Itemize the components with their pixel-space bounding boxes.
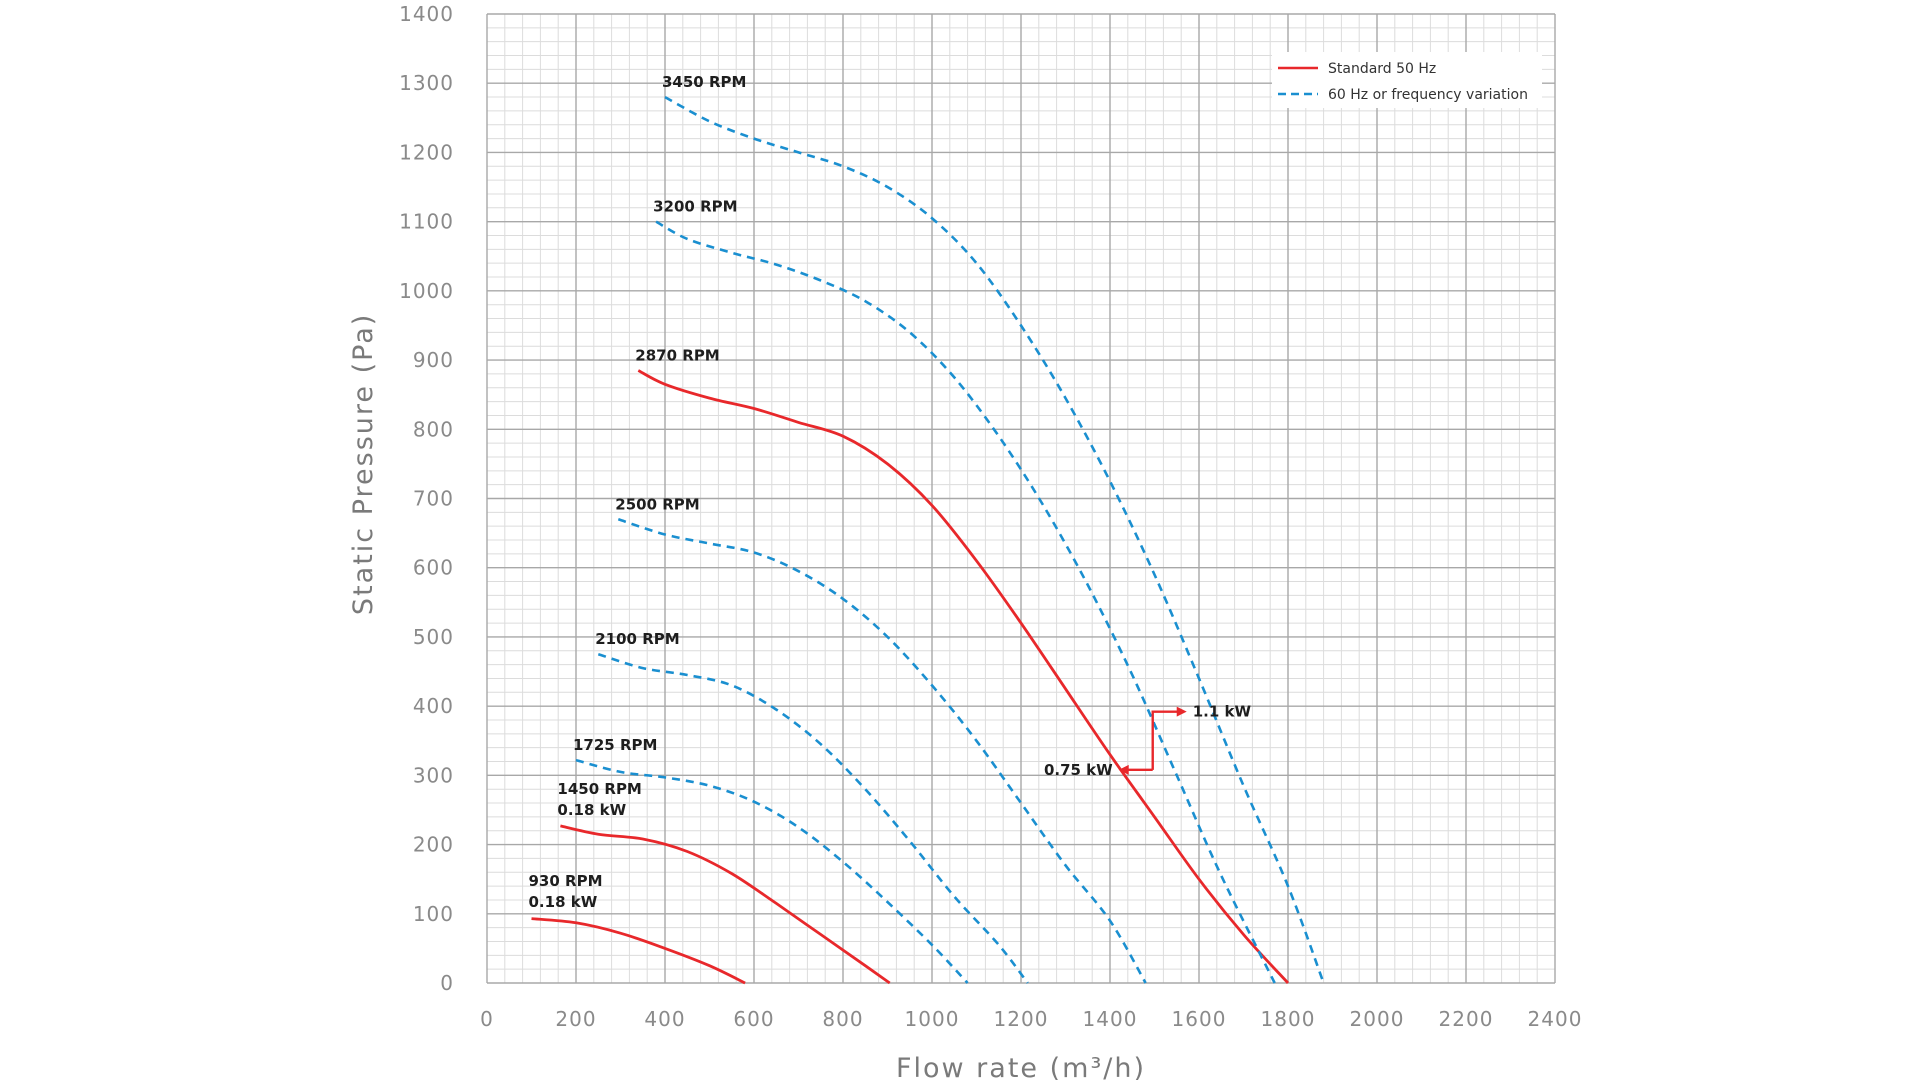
series-line-3200-rpm: [655, 220, 1276, 984]
x-axis-ticks: 0 200 400 600 800 1000 1200 1400 1600 1800 2000 220…: [480, 1007, 1583, 1031]
curve-label-0-18-kw: 0.18 kW: [557, 801, 626, 819]
series-lines: [531, 95, 1325, 985]
x-tick-label: 1000: [905, 1007, 960, 1031]
y-axis-label: Static Pressure (Pa): [348, 313, 379, 615]
y-tick-label: 200: [413, 833, 454, 857]
x-axis-label: Flow rate (m³/h): [896, 1053, 1146, 1080]
x-tick-label: 800: [822, 1007, 863, 1031]
y-tick-label: 500: [413, 625, 454, 649]
y-tick-label: 1400: [399, 2, 454, 26]
y-tick-label: 1200: [399, 140, 454, 164]
curve-label-1725-rpm: 1725 RPM: [573, 736, 657, 754]
y-tick-label: 1100: [399, 210, 454, 234]
curve-label-1450-rpm: 1450 RPM: [557, 780, 641, 798]
x-tick-label: 2200: [1439, 1007, 1494, 1031]
x-tick-label: 2000: [1350, 1007, 1405, 1031]
annotation-1-1-kw: 1.1 kW: [1193, 703, 1252, 721]
legend-entry-solid: Standard 50 Hz: [1328, 61, 1436, 77]
x-tick-label: 400: [644, 1007, 685, 1031]
series-line-3450-rpm: [664, 95, 1325, 984]
y-tick-label: 800: [413, 417, 454, 441]
x-tick-label: 1600: [1172, 1007, 1227, 1031]
y-tick-label: 100: [413, 902, 454, 926]
y-tick-label: 700: [413, 487, 454, 511]
x-tick-label: 1200: [994, 1007, 1049, 1031]
curve-label-0-18-kw: 0.18 kW: [529, 893, 598, 911]
curve-label-3200-rpm: 3200 RPM: [653, 198, 737, 216]
series-line-1725-rpm: [575, 758, 969, 984]
arrowhead-right-icon: [1176, 706, 1187, 717]
annotation-bracket-upper: [1151, 710, 1179, 770]
series-line-2100-rpm: [597, 652, 1029, 984]
x-tick-label: 2400: [1528, 1007, 1583, 1031]
curve-labels: 930 RPM 0.18 kW 1450 RPM 0.18 kW 1725 RPM 210…: [529, 73, 747, 911]
y-tick-label: 1000: [399, 279, 454, 303]
y-tick-label: 300: [413, 763, 454, 787]
legend: Standard 50 Hz 60 Hz or frequency variati…: [1272, 52, 1542, 108]
y-tick-label: 400: [413, 694, 454, 718]
series-line-930-rpm: [531, 917, 746, 985]
x-tick-label: 0: [480, 1007, 494, 1031]
series-line-1450-rpm: [560, 824, 891, 985]
series-line-2870-rpm: [637, 369, 1290, 984]
x-tick-label: 200: [555, 1007, 596, 1031]
y-axis-ticks: 0 100 200 300 400 500 600 700 800 900 1000 1100 1200…: [399, 2, 454, 995]
curve-label-2870-rpm: 2870 RPM: [635, 346, 719, 364]
curve-label-2100-rpm: 2100 RPM: [595, 630, 679, 648]
legend-background: [1272, 52, 1542, 108]
y-tick-label: 1300: [399, 71, 454, 95]
annotation-0-75-kw: 0.75 kW: [1044, 761, 1113, 779]
arrowhead-left-icon: [1118, 764, 1129, 775]
x-tick-label: 1400: [1083, 1007, 1138, 1031]
x-tick-label: 1800: [1261, 1007, 1316, 1031]
curve-label-930-rpm: 930 RPM: [529, 872, 603, 890]
y-tick-label: 0: [440, 971, 454, 995]
curve-label-3450-rpm: 3450 RPM: [662, 73, 746, 91]
annotations: 1.1 kW 0.75 kW: [1044, 703, 1252, 779]
legend-entry-dashed: 60 Hz or frequency variation: [1328, 87, 1528, 103]
y-tick-label: 900: [413, 348, 454, 372]
curve-label-2500-rpm: 2500 RPM: [615, 495, 699, 513]
series-line-2500-rpm: [617, 518, 1147, 984]
y-tick-label: 600: [413, 556, 454, 580]
x-tick-label: 600: [733, 1007, 774, 1031]
